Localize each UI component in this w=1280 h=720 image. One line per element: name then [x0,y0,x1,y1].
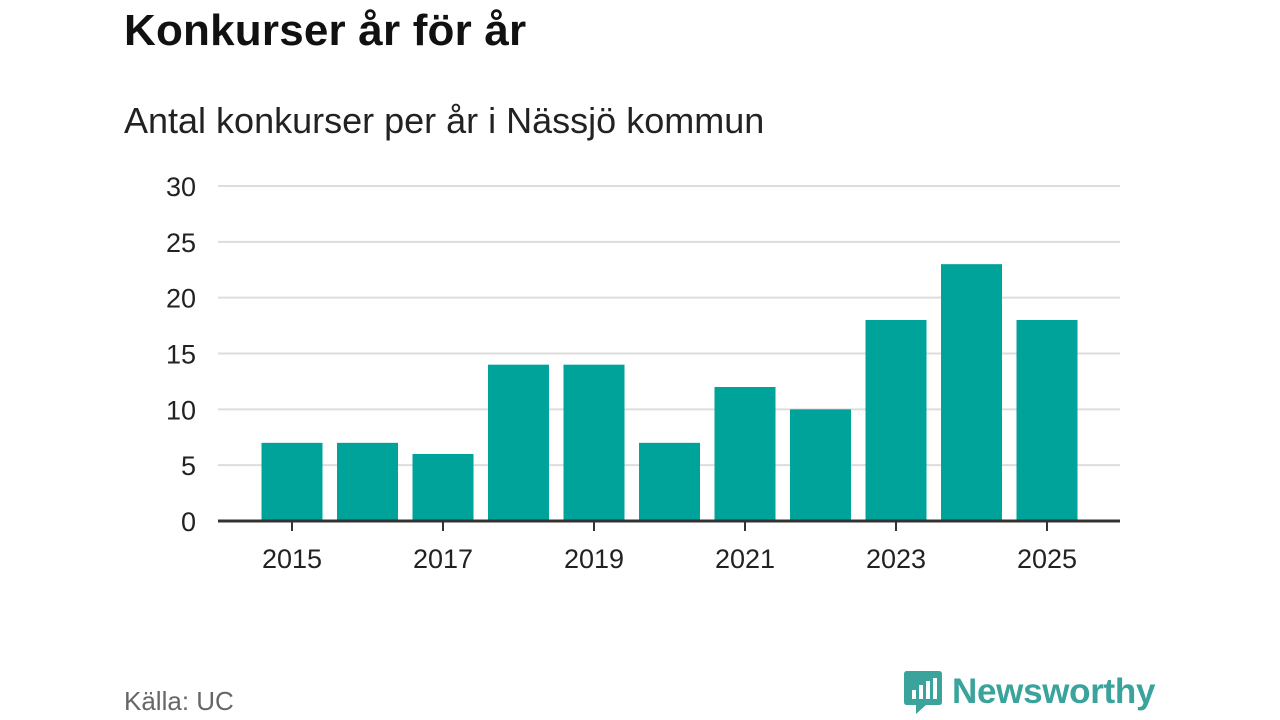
bar-2018 [488,364,549,521]
y-tick-label: 20 [166,284,196,314]
x-tick-label: 2015 [262,544,322,574]
y-tick-label: 30 [166,172,196,202]
bar-2024 [941,264,1002,521]
y-tick-label: 0 [181,507,196,537]
x-tick-label: 2019 [564,544,624,574]
x-tick-label: 2021 [715,544,775,574]
source-note: Källa: UC [124,686,234,716]
bar-2022 [790,409,851,521]
y-tick-label: 15 [166,340,196,370]
bar-2017 [412,454,474,521]
y-axis-labels: 0 5 10 15 20 25 30 [166,172,196,537]
newsworthy-logo-icon [904,671,942,714]
x-tick-label: 2025 [1017,544,1077,574]
bar-2019 [563,364,625,521]
bars [261,264,1078,521]
bar-2023 [865,320,927,521]
y-tick-label: 25 [166,228,196,258]
y-tick-label: 5 [181,451,196,481]
bar-2020 [639,442,700,521]
x-axis: 2015 2017 2019 2021 2023 2025 [218,519,1120,574]
brand-logo: Newsworthy [902,668,1155,716]
bar-2016 [337,442,398,521]
chart-title: Konkurser år för år [124,6,527,55]
bar-2015 [261,442,323,521]
bar-2025 [1016,320,1078,521]
bar-2021 [714,387,776,521]
brand-name: Newsworthy [952,672,1156,711]
chart-subtitle: Antal konkurser per år i Nässjö kommun [124,100,765,141]
y-tick-label: 10 [166,395,196,425]
x-tick-label: 2017 [413,544,473,574]
x-tick-label: 2023 [866,544,926,574]
